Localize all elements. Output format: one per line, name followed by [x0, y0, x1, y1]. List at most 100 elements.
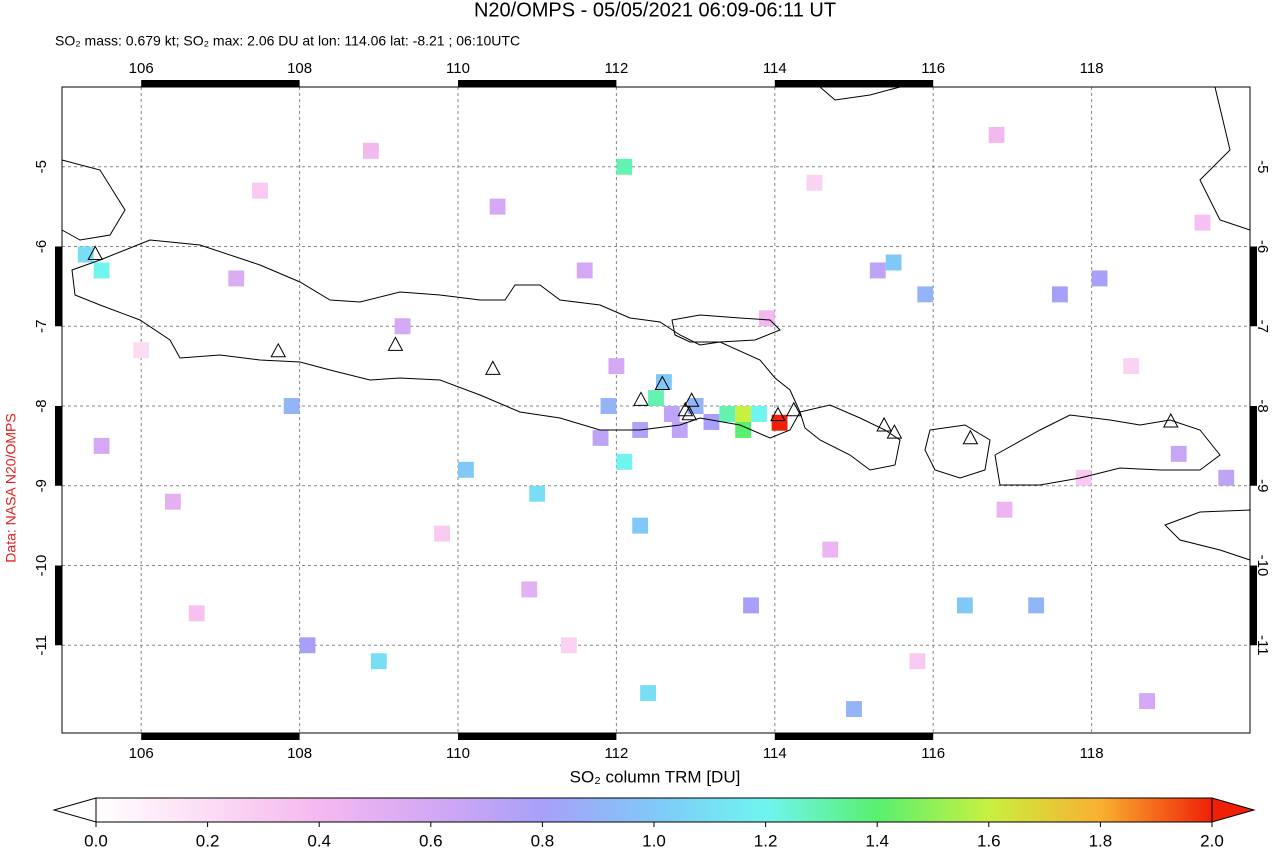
- so2-pixel: [743, 597, 759, 614]
- so2-pixel: [996, 501, 1013, 518]
- coastline-madura: [671, 314, 781, 343]
- so2-pixel: [1170, 445, 1187, 462]
- colorbar-tick-label: 0.2: [196, 831, 220, 850]
- coastline-sumatra: [61, 159, 126, 241]
- so2-pixel: [648, 390, 664, 407]
- volcano: [962, 429, 979, 445]
- volcano: [770, 406, 786, 422]
- so2-pixel: [77, 246, 94, 263]
- y-tick-label-right: -8: [1254, 399, 1271, 412]
- so2-pixel: [988, 126, 1005, 143]
- subtitle: SO₂ mass: 0.679 kt; SO₂ max: 2.06 DU at …: [55, 33, 520, 49]
- x-tick-label-top: 110: [446, 60, 470, 77]
- y-tick-label-right: -10: [1254, 555, 1271, 577]
- so2-pixel: [671, 421, 688, 438]
- frame-bar: [55, 406, 62, 486]
- so2-pixel: [529, 485, 546, 502]
- so2-pixel: [771, 414, 788, 431]
- overlay: [87, 245, 1179, 445]
- coastline-sumbawa: [994, 414, 1221, 486]
- x-tick-label-bottom: 116: [921, 745, 945, 762]
- so2-pixel: [616, 453, 633, 470]
- so2-pixel: [576, 262, 593, 279]
- x-tick-label-bottom: 108: [287, 745, 312, 762]
- so2-pixel: [1052, 286, 1068, 303]
- so2-pixel: [1139, 693, 1155, 710]
- x-axis-label: SO₂ column TRM [DU]: [570, 767, 741, 786]
- y-tick-label-right: -11: [1254, 635, 1271, 656]
- colorbar: 0.0 0.2 0.4 0.6 0.8 1.0 1.2 1.4 1.6 1.8 2.0: [52, 797, 1256, 850]
- y-tick-label-left: -9: [33, 479, 50, 492]
- so2-pixel: [735, 406, 752, 422]
- frame-bar: [141, 733, 300, 740]
- volcano: [876, 416, 892, 432]
- colorbar-tick-label: 0.4: [307, 831, 331, 850]
- volcano: [677, 401, 694, 417]
- x-tick-label-top: 112: [604, 60, 628, 77]
- volcano: [87, 245, 104, 260]
- so2-pixel: [521, 581, 538, 598]
- so2-pixel: [93, 437, 110, 454]
- so2-pixel: [1091, 270, 1108, 287]
- so2-pixel: [1218, 469, 1235, 486]
- frame-bar: [1250, 565, 1257, 646]
- so2-pixel: [370, 653, 387, 670]
- x-tick-label-bottom: 118: [1080, 745, 1104, 762]
- volcano: [785, 401, 802, 417]
- so2-pixel: [885, 254, 902, 271]
- coastlines: [61, 86, 1251, 561]
- so2-pixel: [663, 406, 680, 422]
- colorbar-max-arrow: [1211, 797, 1256, 823]
- y-tick-label-left: -10: [33, 555, 50, 577]
- colorbar-tick-label: 0.0: [84, 831, 108, 850]
- frame-bar: [458, 80, 617, 87]
- x-tick-label-bottom: 110: [446, 745, 470, 762]
- volcano: [683, 392, 700, 407]
- so2-pixel: [632, 517, 649, 534]
- so2-pixel: [458, 461, 474, 478]
- map-area: [62, 87, 1250, 733]
- so2-pixel: [600, 398, 617, 414]
- x-tick-label-bottom: 112: [604, 745, 628, 762]
- volcano: [1162, 412, 1179, 428]
- frame-bar: [774, 733, 934, 740]
- so2-pixel: [869, 262, 886, 279]
- coastline-borneo: [819, 86, 901, 101]
- colorbar-body: [95, 797, 1213, 823]
- so2-pixel: [616, 158, 633, 175]
- frame-bar: [55, 565, 62, 646]
- x-tick-label-top: 106: [129, 60, 154, 77]
- x-tick-label-bottom: 106: [129, 745, 154, 762]
- colorbar-min-arrow: [52, 797, 97, 823]
- coastline-java: [71, 239, 801, 439]
- so2-pixel: [434, 525, 451, 542]
- volcano: [633, 391, 649, 406]
- colorbar-tick-label: 2.0: [1200, 831, 1224, 850]
- frame-bar: [55, 246, 62, 327]
- so2-pixel: [735, 421, 752, 438]
- colorbar-tick-label: 0.6: [419, 831, 443, 850]
- colorbar-tick-label: 1.4: [865, 831, 889, 850]
- colorbar-tick-label: 1.0: [642, 831, 666, 850]
- so2-pixel: [917, 286, 934, 303]
- colorbar-tick-label: 1.6: [977, 831, 1001, 850]
- volcano: [681, 405, 698, 421]
- volcano: [654, 375, 671, 390]
- colorbar-tick-label: 0.8: [531, 831, 555, 850]
- so2-pixel: [703, 413, 720, 430]
- y-tick-label-left: -7: [33, 320, 50, 333]
- x-tick-label-top: 114: [763, 60, 787, 77]
- so2-pixel: [608, 358, 625, 375]
- plot-frame: [61, 86, 1251, 734]
- volcano: [886, 424, 903, 439]
- so2-pixel: [362, 142, 379, 159]
- so2-pixel: [909, 653, 926, 670]
- y-tick-label-right: -5: [1254, 160, 1271, 173]
- so2-pixel: [822, 541, 839, 558]
- so2-pixel: [1123, 358, 1140, 375]
- coastline-sulawesi: [1199, 86, 1251, 231]
- coastline-bali: [799, 404, 901, 471]
- frame-bar: [1250, 246, 1257, 327]
- so2-pixel: [489, 198, 506, 215]
